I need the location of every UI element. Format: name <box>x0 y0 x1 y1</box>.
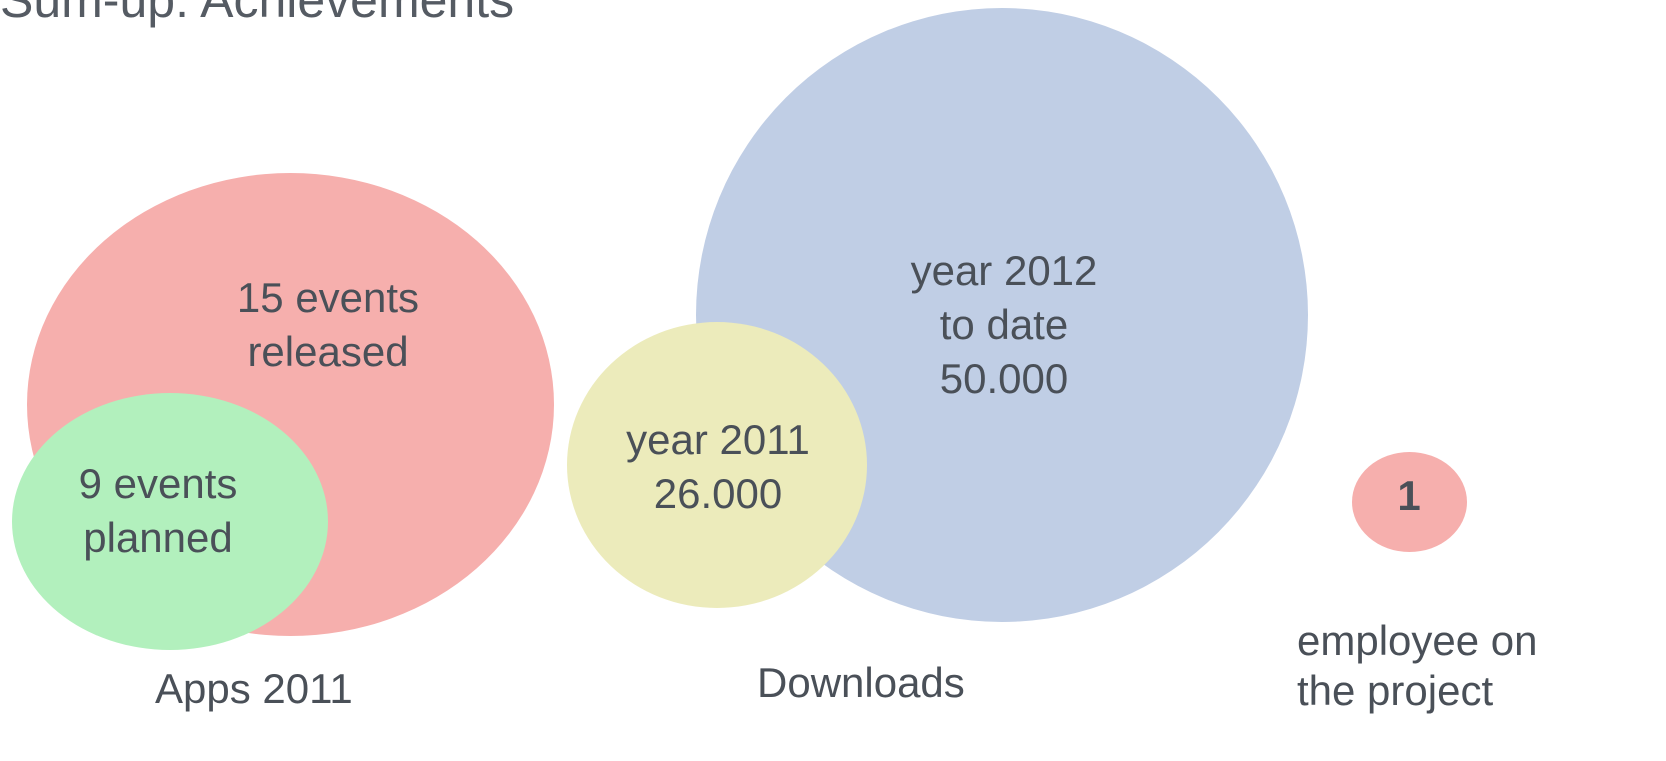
downloads-2011-label: year 2011 26.000 <box>626 416 810 517</box>
employee-caption: employee on the project <box>1297 617 1538 714</box>
apps-released-label: 15 events released <box>236 274 420 375</box>
apps-planned-label: 9 events planned <box>78 460 238 561</box>
page-title: Sum-up: Achievements <box>0 0 515 28</box>
employee-bubble <box>1352 452 1467 552</box>
apps-caption: Apps 2011 <box>155 665 353 712</box>
apps-planned-bubble <box>12 393 328 650</box>
downloads-caption: Downloads <box>757 659 965 706</box>
downloads-2012-label: year 2012 to date 50.000 <box>910 247 1098 402</box>
downloads-2011-bubble <box>567 322 867 608</box>
employee-count: 1 <box>1397 472 1421 519</box>
